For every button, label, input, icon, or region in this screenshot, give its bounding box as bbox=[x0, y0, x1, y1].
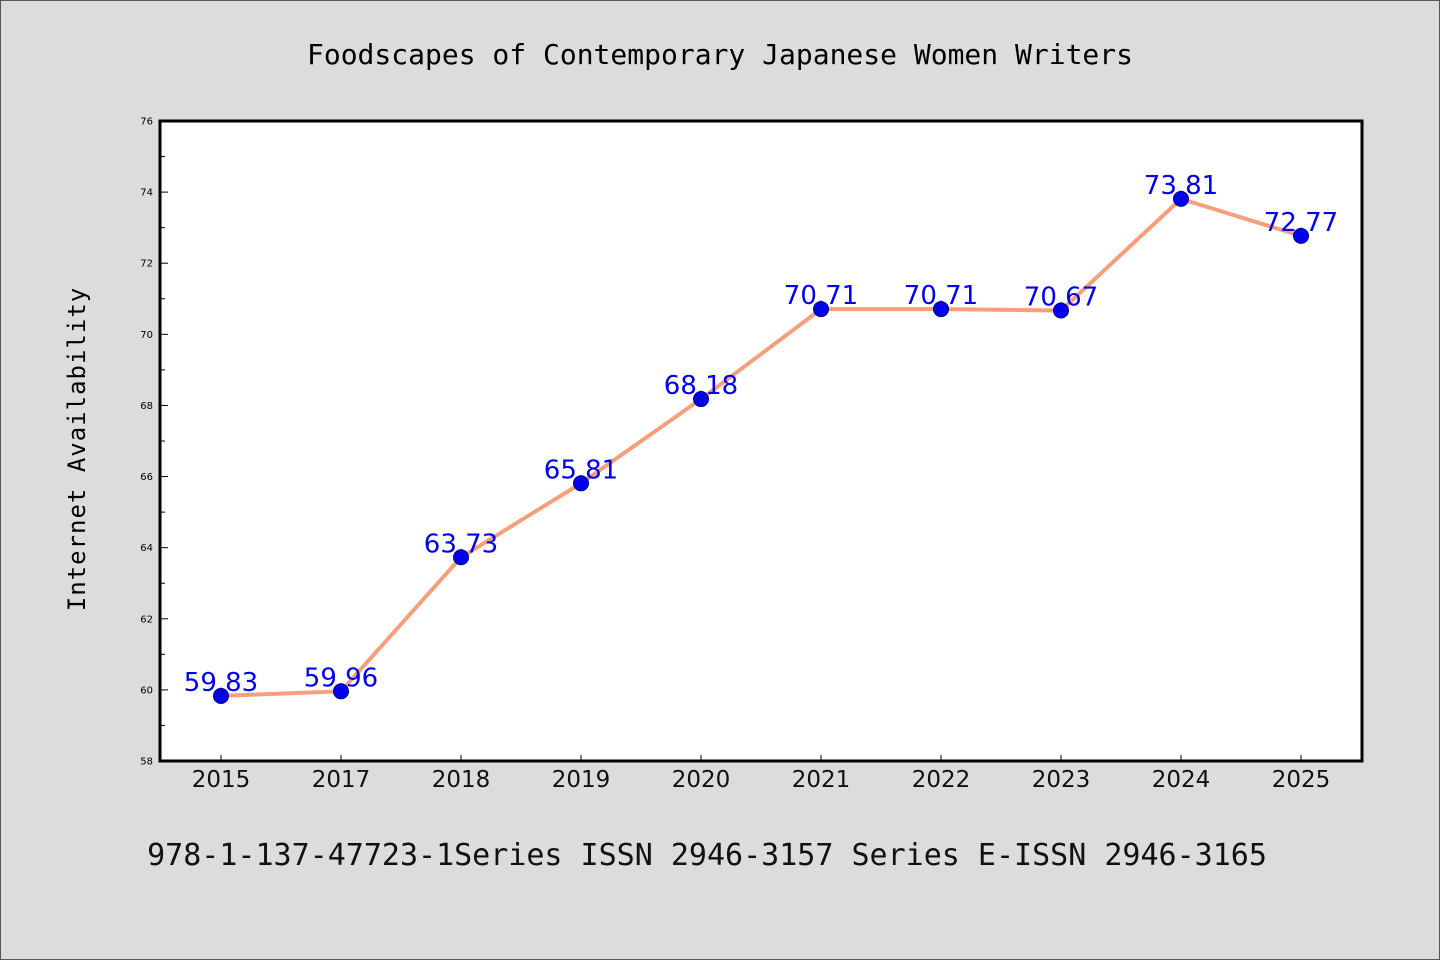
y-tick-label: 62 bbox=[140, 614, 153, 625]
series-line bbox=[219, 196, 1303, 698]
y-tick-label: 76 bbox=[140, 117, 153, 128]
data-point bbox=[933, 301, 949, 318]
x-tick-label: 2020 bbox=[672, 767, 731, 793]
x-axis: 2015 2017 2018 2019 2020 2021 2022 2023 2024 2025 bbox=[192, 755, 1331, 793]
x-tick-label: 2017 bbox=[312, 767, 371, 793]
data-point bbox=[573, 475, 589, 492]
footer-text: 978-1-137-47723-1Series ISSN 2946-3157 S… bbox=[147, 838, 1267, 873]
series-line-group bbox=[219, 196, 1303, 698]
x-tick-label: 2015 bbox=[192, 767, 251, 793]
data-point bbox=[333, 683, 349, 700]
y-tick-label: 72 bbox=[140, 259, 153, 270]
y-tick-label: 64 bbox=[140, 543, 153, 554]
data-point bbox=[693, 391, 709, 408]
data-point bbox=[1293, 227, 1309, 244]
y-tick-label: 68 bbox=[140, 401, 153, 412]
y-axis: 58 60 62 64 66 68 70 72 74 76 bbox=[140, 117, 168, 768]
data-point bbox=[453, 549, 469, 566]
x-tick-label: 2022 bbox=[912, 767, 971, 793]
x-tick-label: 2024 bbox=[1152, 767, 1211, 793]
chart-title: Foodscapes of Contemporary Japanese Wome… bbox=[307, 38, 1133, 71]
data-point bbox=[1053, 302, 1069, 319]
x-tick-label: 2019 bbox=[552, 767, 611, 793]
x-tick-label: 2018 bbox=[432, 767, 491, 793]
plot-area bbox=[158, 119, 1364, 763]
y-axis-label: Internet Availability bbox=[63, 287, 91, 611]
y-tick-label: 74 bbox=[140, 188, 153, 199]
y-tick-label: 66 bbox=[140, 472, 153, 483]
x-tick-label: 2023 bbox=[1032, 767, 1091, 793]
markers-group bbox=[213, 190, 1309, 704]
data-point bbox=[1173, 190, 1189, 207]
data-point bbox=[213, 687, 229, 704]
x-tick-label: 2021 bbox=[792, 767, 851, 793]
x-tick-label: 2025 bbox=[1272, 767, 1331, 793]
data-point bbox=[813, 301, 829, 318]
y-tick-label: 58 bbox=[140, 757, 153, 768]
y-tick-label: 70 bbox=[140, 330, 153, 341]
y-tick-label: 60 bbox=[140, 685, 153, 696]
